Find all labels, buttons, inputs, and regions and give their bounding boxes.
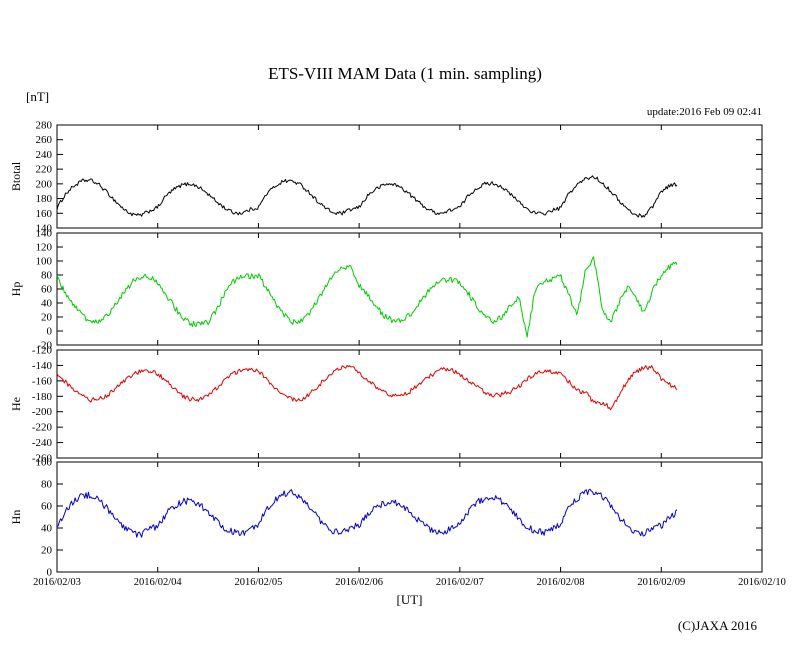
y-tick-label: 260 [36,134,53,146]
y-tick-label: 40 [41,298,53,310]
series-line-btotal [56,175,678,218]
y-tick-label: 280 [36,120,53,132]
y-tick-label: -140 [32,360,53,372]
x-tick-label: 2016/02/03 [33,577,81,588]
series-line-he [56,364,678,411]
panel-ylabel-hn: Hn [9,510,23,525]
x-tick-label: 2016/02/10 [738,577,786,588]
y-tick-label: 180 [36,193,53,205]
y-tick-label: 100 [36,457,53,469]
x-axis-title: [UT] [396,592,423,607]
x-tick-label: 2016/02/05 [235,577,283,588]
update-timestamp: update:2016 Feb 09 02:41 [646,106,762,118]
y-tick-label: 140 [36,228,53,240]
panel-box-btotal [56,124,763,229]
x-tick-label: 2016/02/08 [537,577,585,588]
y-tick-label: 0 [47,567,53,579]
y-tick-label: -220 [32,422,53,434]
y-tick-label: 80 [41,479,53,491]
panel-ylabel-he: He [9,397,23,411]
panel-ylabel-btotal: Btotal [9,161,23,191]
x-tick-label: 2016/02/06 [335,577,383,588]
y-tick-label: -180 [32,391,53,403]
copyright-notice: (C)JAXA 2016 [677,618,757,633]
y-tick-label: 200 [36,178,53,190]
panel-ylabel-hp: Hp [9,282,23,297]
y-tick-label: -240 [32,437,53,449]
y-tick-label: -20 [37,340,52,352]
y-tick-label: -120 [32,345,53,357]
panel-box-he [56,349,763,459]
y-tick-label: 220 [36,164,53,176]
y-unit-label: [nT] [26,89,50,104]
panel-box-hn [56,461,763,573]
y-tick-label: -200 [32,406,53,418]
series-line-hp [56,256,678,338]
y-tick-label: 40 [41,523,53,535]
y-tick-label: 20 [41,545,53,557]
x-tick-label: 2016/02/04 [134,577,183,588]
chart-title: ETS-VIII MAM Data (1 min. sampling) [268,64,542,83]
y-tick-label: 20 [41,312,53,324]
y-tick-label: 0 [47,326,53,338]
y-tick-label: -260 [32,453,53,465]
y-tick-label: 140 [36,223,53,235]
y-tick-label: 160 [36,208,53,220]
y-tick-label: 60 [41,501,53,513]
y-tick-label: 100 [36,256,53,268]
x-tick-label: 2016/02/09 [637,577,685,588]
series-line-hn [56,488,678,538]
y-tick-label: -160 [32,375,53,387]
y-tick-label: 120 [36,242,53,254]
y-tick-label: 60 [41,284,53,296]
x-tick-label: 2016/02/07 [436,577,484,588]
y-tick-label: 80 [41,270,53,282]
y-tick-label: 240 [36,149,53,161]
